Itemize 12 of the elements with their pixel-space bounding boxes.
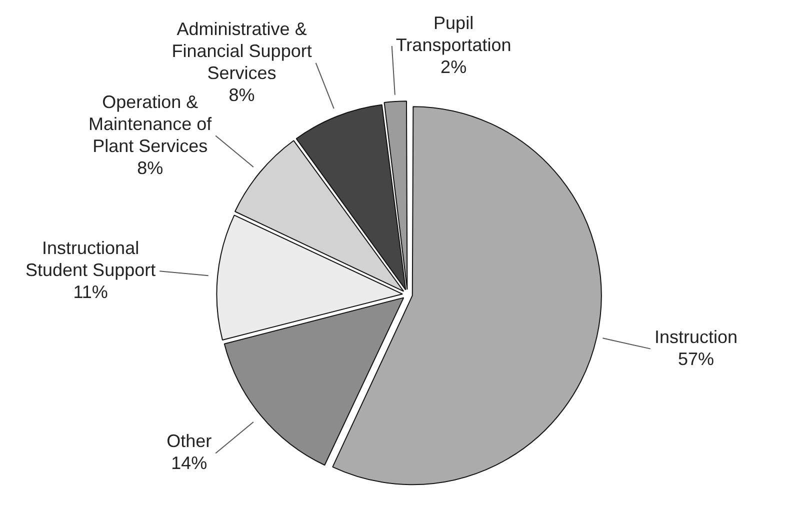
slice-label: Other	[166, 431, 212, 452]
slice-label: Instruction	[654, 326, 738, 347]
data-label: 8%	[228, 84, 255, 105]
data-label: 11%	[73, 282, 108, 302]
data-label: 14%	[171, 453, 208, 474]
slice-label: Instructional Student Support	[26, 238, 156, 280]
data-label: 8%	[137, 158, 164, 178]
data-label: 57%	[678, 348, 714, 369]
data-label: 2%	[440, 56, 467, 77]
slice-label: Operation & Maintenance of Plant Services	[88, 92, 213, 156]
slice-label: Administrative & Financial Support Services	[172, 18, 312, 83]
slice-label: Pupil Transportation	[396, 12, 512, 55]
